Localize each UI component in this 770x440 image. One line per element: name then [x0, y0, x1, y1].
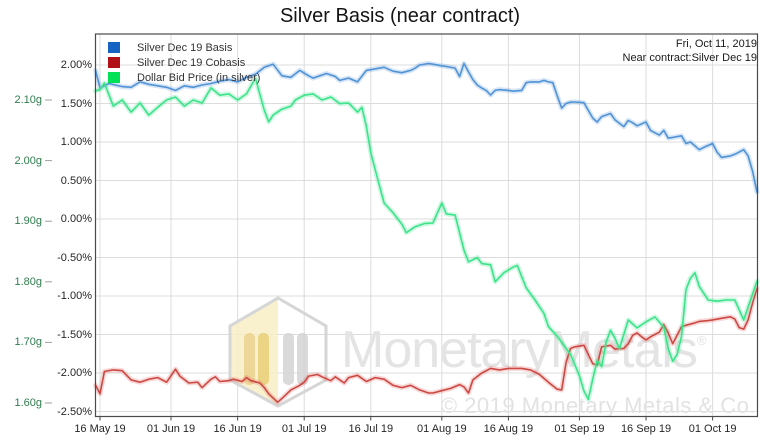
legend-item: Silver Dec 19 Cobasis [108, 55, 260, 70]
legend-item: Dollar Bid Price (in silver) [108, 70, 260, 85]
chart-title: Silver Basis (near contract) [279, 5, 521, 27]
annotation-contract: Near contract:Silver Dec 19 [622, 52, 758, 64]
series-halo-1 [93, 285, 760, 405]
legend-item: Silver Dec 19 Basis [108, 40, 260, 55]
annotation-date: Fri, Oct 11, 2019 [675, 38, 757, 50]
plot-border [94, 33, 759, 418]
series-halo-2 [93, 75, 760, 402]
legend-swatch-icon [108, 42, 120, 53]
legend-label: Silver Dec 19 Basis [137, 41, 233, 54]
legend-label: Dollar Bid Price (in silver) [137, 71, 261, 84]
legend-swatch-icon [108, 57, 120, 68]
legend-swatch-icon [108, 72, 120, 83]
legend: Silver Dec 19 Basis Silver Dec 19 Cobasis… [108, 40, 260, 85]
series-line-2 [94, 77, 758, 401]
series-line-1 [94, 287, 758, 404]
corner-annotation: Fri, Oct 11, 2019 Near contract:Silver D… [623, 37, 758, 65]
legend-label: Silver Dec 19 Cobasis [137, 56, 246, 69]
series-line-0 [94, 62, 758, 193]
